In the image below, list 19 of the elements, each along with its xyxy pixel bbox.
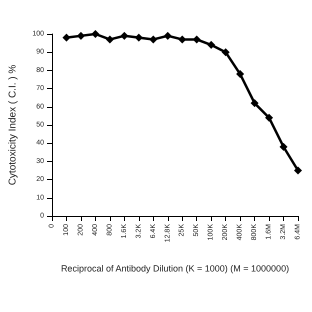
y-axis-title: Cytotoxicity Index ( C.I. ) % <box>8 64 18 186</box>
point <box>236 70 244 78</box>
point <box>222 48 230 56</box>
point <box>149 35 158 44</box>
point <box>76 32 85 40</box>
point <box>91 30 100 38</box>
point <box>280 142 288 151</box>
point <box>62 34 70 42</box>
point <box>192 35 201 44</box>
point <box>294 166 302 174</box>
point <box>106 35 114 44</box>
point <box>265 114 274 122</box>
point <box>178 35 186 44</box>
point <box>207 40 216 49</box>
point <box>120 32 128 40</box>
point <box>250 99 259 108</box>
point <box>164 32 172 40</box>
x-axis-title: Reciprocal of Antibody Dilution (K = 1000) (M = 1000000) <box>60 264 290 274</box>
point <box>134 34 143 42</box>
